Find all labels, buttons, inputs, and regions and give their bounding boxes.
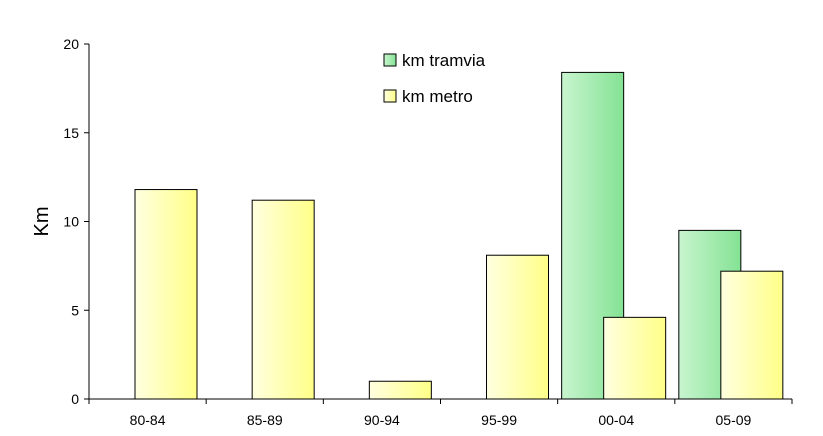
bar-km-metro-05-09 — [720, 270, 784, 400]
legend-swatch-tramvia — [383, 53, 397, 67]
y-tick-label: 0 — [71, 391, 79, 407]
legend-label-metro: km metro — [402, 87, 473, 106]
y-axis-title: Km — [31, 207, 53, 237]
x-tick-label-80-84: 80-84 — [130, 412, 166, 428]
plot-area: 0 5 10 15 20 80-84 85-89 90-94 95-99 00-04 05-09 — [63, 36, 793, 428]
bar-km-metro-80-84 — [134, 189, 198, 400]
y-tick-label: 5 — [71, 302, 79, 318]
x-tick-label-90-94: 90-94 — [364, 412, 400, 428]
bar-km-metro-00-04 — [603, 316, 667, 400]
y-tick-label: 10 — [63, 214, 79, 230]
x-tick-label-85-89: 85-89 — [247, 412, 283, 428]
bar-km-metro-85-89 — [251, 199, 315, 400]
legend: km tramvia km metro — [383, 51, 486, 106]
x-tick-label-00-04: 00-04 — [598, 412, 634, 428]
x-tick-label-95-99: 95-99 — [481, 412, 517, 428]
bar-km-metro-95-99 — [486, 254, 549, 400]
x-tick-label-05-09: 05-09 — [716, 412, 752, 428]
legend-label-tramvia: km tramvia — [402, 51, 486, 70]
legend-swatch-metro — [383, 89, 397, 103]
y-tick-label: 15 — [63, 125, 79, 141]
y-tick-label: 20 — [63, 36, 79, 52]
bar-km-metro-90-94 — [368, 380, 432, 400]
